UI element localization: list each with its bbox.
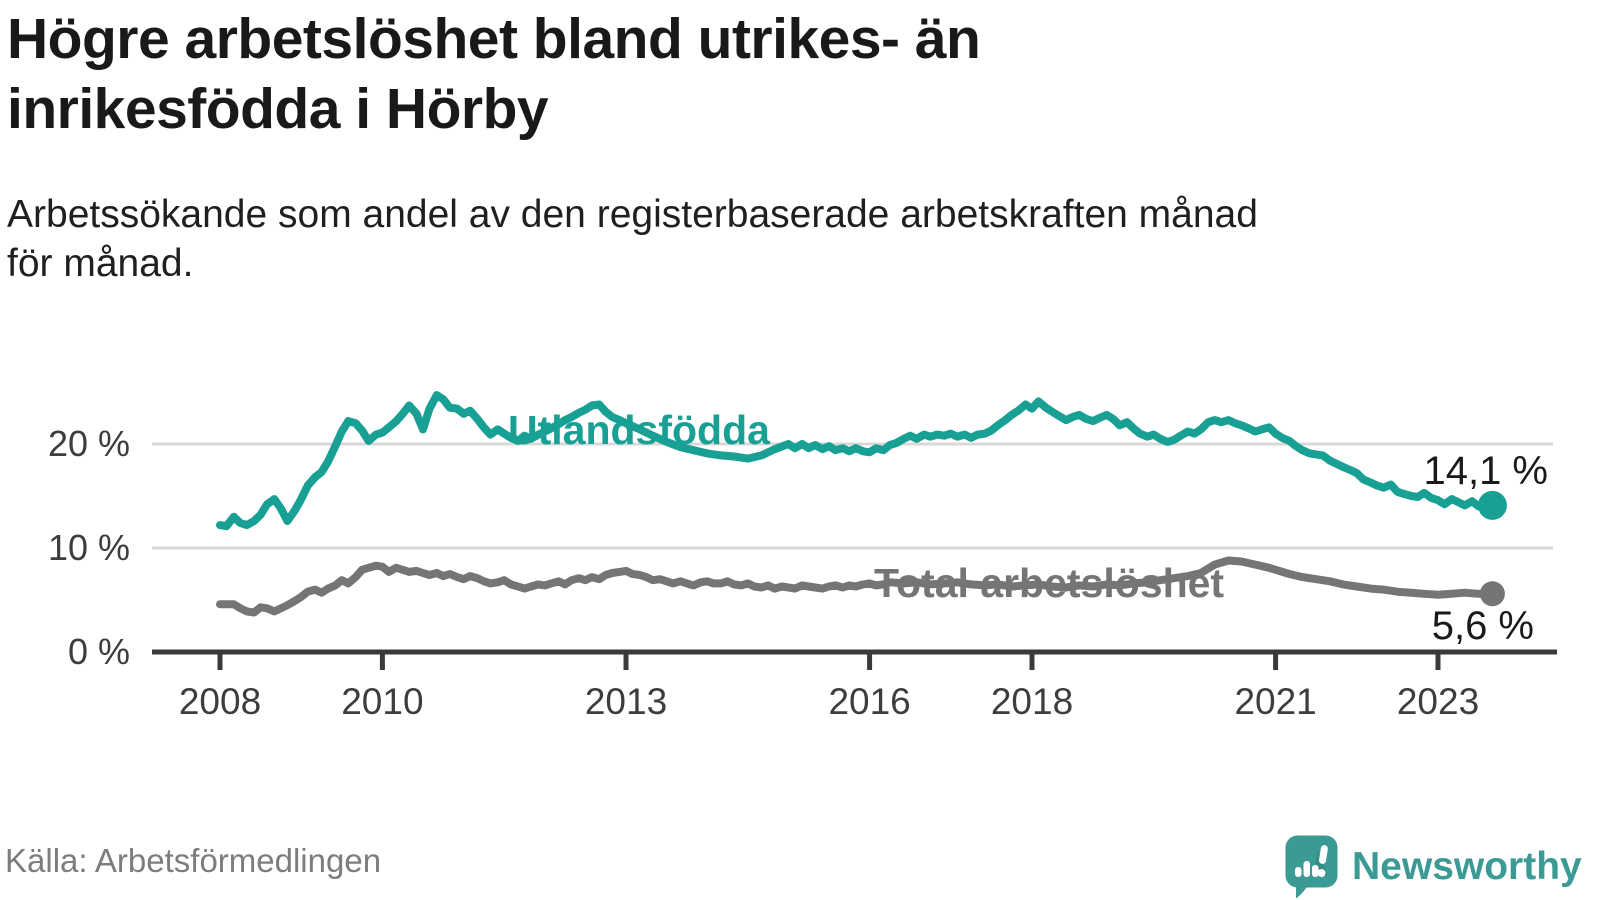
series-line-1	[216, 556, 1497, 617]
chart-subtitle: Arbetssökande som andel av den registerb…	[7, 193, 1258, 286]
y-tick-label: 10 %	[47, 527, 130, 568]
series-line-0	[216, 391, 1497, 531]
x-tick-label: 2023	[1396, 681, 1480, 722]
chart-title: Högre arbetslöshet bland utrikes- än inr…	[7, 7, 981, 142]
x-tick-label: 2021	[1234, 681, 1317, 722]
newsworthy-wordmark: Newsworthy	[1352, 845, 1582, 888]
x-tick-label: 2013	[584, 681, 668, 722]
y-tick-label: 0 %	[67, 631, 130, 672]
series-label-utlandsfodda: Utlandsfödda	[508, 407, 770, 453]
series-label-total: Total arbetslöshet	[874, 560, 1225, 606]
end-value-utlandsfodda: 14,1 %	[1423, 449, 1548, 493]
source-text: Källa: Arbetsförmedlingen	[5, 842, 382, 879]
x-tick-label: 2016	[828, 681, 911, 722]
x-tick-label: 2010	[341, 681, 424, 722]
y-tick-label: 20 %	[47, 423, 130, 464]
series-end-dot-1	[1479, 581, 1505, 607]
newsworthy-logo: Newsworthy	[1284, 834, 1582, 900]
x-tick-label: 2008	[178, 681, 262, 722]
x-tick-label: 2018	[990, 681, 1074, 722]
series-end-dot-0	[1477, 490, 1507, 520]
newsworthy-bubble-icon	[1285, 835, 1338, 899]
end-value-total: 5,6 %	[1431, 604, 1534, 648]
